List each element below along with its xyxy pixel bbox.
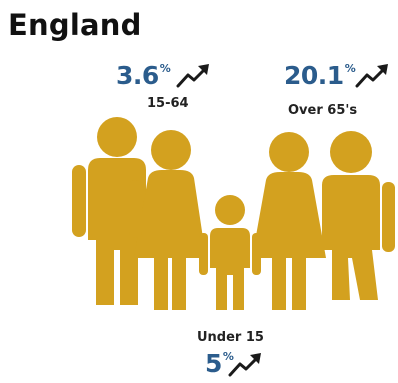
stat-15-64-label: 15-64 xyxy=(147,96,189,111)
stat-over-65-label: Over 65's xyxy=(288,103,358,118)
woman-figure-right xyxy=(252,132,326,310)
stat-value: 3.6 xyxy=(116,61,159,90)
trend-up-arrow-icon xyxy=(176,64,209,88)
trend-up-arrow-icon xyxy=(355,64,388,88)
stat-over-65-value: 20.1% xyxy=(284,61,356,90)
stat-under-15-value: 5% xyxy=(205,349,234,378)
woman-figure-left xyxy=(129,130,206,310)
stat-15-64-value: 3.6% xyxy=(116,61,171,90)
trend-up-arrow-icon xyxy=(228,353,261,377)
man-figure-right xyxy=(322,131,395,300)
stat-value: 5 xyxy=(205,349,222,378)
page-title: England xyxy=(8,8,142,42)
stat-unit: % xyxy=(222,350,234,363)
stat-under-15-label: Under 15 xyxy=(197,330,264,345)
stat-unit: % xyxy=(344,62,356,75)
child-figure xyxy=(199,195,261,310)
stat-unit: % xyxy=(159,62,171,75)
stat-value: 20.1 xyxy=(284,61,344,90)
